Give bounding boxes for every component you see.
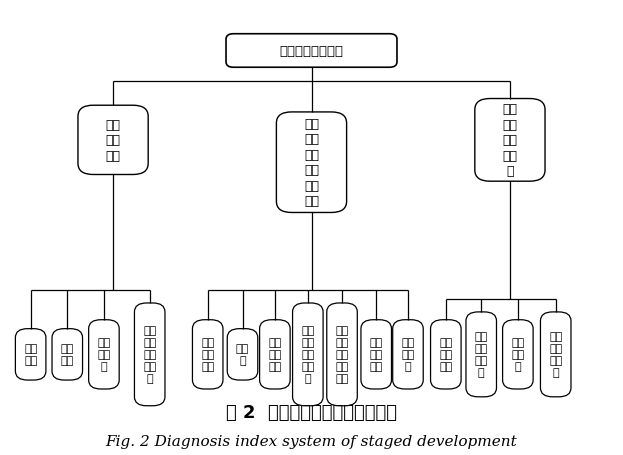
Text: 售电
量增
长率: 售电 量增 长率 [369, 338, 383, 372]
FancyBboxPatch shape [135, 303, 165, 406]
Text: 供电
面积: 供电 面积 [60, 344, 74, 365]
Text: 最高
用电
负荷: 最高 用电 负荷 [269, 338, 282, 372]
Text: 售电
量: 售电 量 [236, 344, 249, 365]
FancyBboxPatch shape [227, 329, 258, 380]
FancyBboxPatch shape [327, 303, 358, 406]
Text: 高用
电负
荷年
增长
率: 高用 电负 荷年 增长 率 [301, 326, 315, 384]
Text: 基建
及技
改投
资: 基建 及技 改投 资 [475, 332, 488, 378]
FancyBboxPatch shape [88, 320, 119, 389]
FancyBboxPatch shape [475, 99, 545, 182]
FancyBboxPatch shape [260, 320, 290, 389]
FancyBboxPatch shape [361, 320, 391, 389]
FancyBboxPatch shape [193, 320, 223, 389]
Text: Fig. 2 Diagnosis index system of staged development: Fig. 2 Diagnosis index system of staged … [106, 434, 517, 448]
Text: 电网
成本
及投
资状
况: 电网 成本 及投 资状 况 [502, 103, 518, 178]
Text: 电网
年负
荷和
电量
增长
状况: 电网 年负 荷和 电量 增长 状况 [304, 118, 319, 208]
FancyBboxPatch shape [16, 329, 46, 380]
Text: 电网
投资
收益
率: 电网 投资 收益 率 [549, 332, 563, 378]
Text: 全社
会用
电量
年增
长率: 全社 会用 电量 年增 长率 [335, 326, 349, 384]
Text: 固定
资产
投资: 固定 资产 投资 [439, 338, 452, 372]
FancyBboxPatch shape [392, 320, 423, 389]
Text: 全社
会用
电量: 全社 会用 电量 [201, 338, 214, 372]
FancyBboxPatch shape [293, 303, 323, 406]
Text: 变电
站、
开关
站数
量: 变电 站、 开关 站数 量 [143, 326, 156, 384]
Text: 电年
增长
率: 电年 增长 率 [401, 338, 414, 372]
FancyBboxPatch shape [277, 113, 346, 213]
FancyBboxPatch shape [78, 106, 148, 175]
Text: 电网阶段发展水平: 电网阶段发展水平 [280, 45, 343, 58]
Text: 输配
电成
本: 输配 电成 本 [511, 338, 525, 372]
FancyBboxPatch shape [430, 320, 461, 389]
FancyBboxPatch shape [226, 35, 397, 68]
FancyBboxPatch shape [466, 312, 497, 397]
FancyBboxPatch shape [52, 329, 82, 380]
Text: 电源
点数
量: 电源 点数 量 [97, 338, 110, 372]
Text: 线路
长度: 线路 长度 [24, 344, 37, 365]
Text: 电网
建设
规模: 电网 建设 规模 [105, 119, 121, 162]
FancyBboxPatch shape [503, 320, 533, 389]
Text: 图 2  电网阶段发展水平指标体系: 图 2 电网阶段发展水平指标体系 [226, 404, 397, 421]
FancyBboxPatch shape [540, 312, 571, 397]
